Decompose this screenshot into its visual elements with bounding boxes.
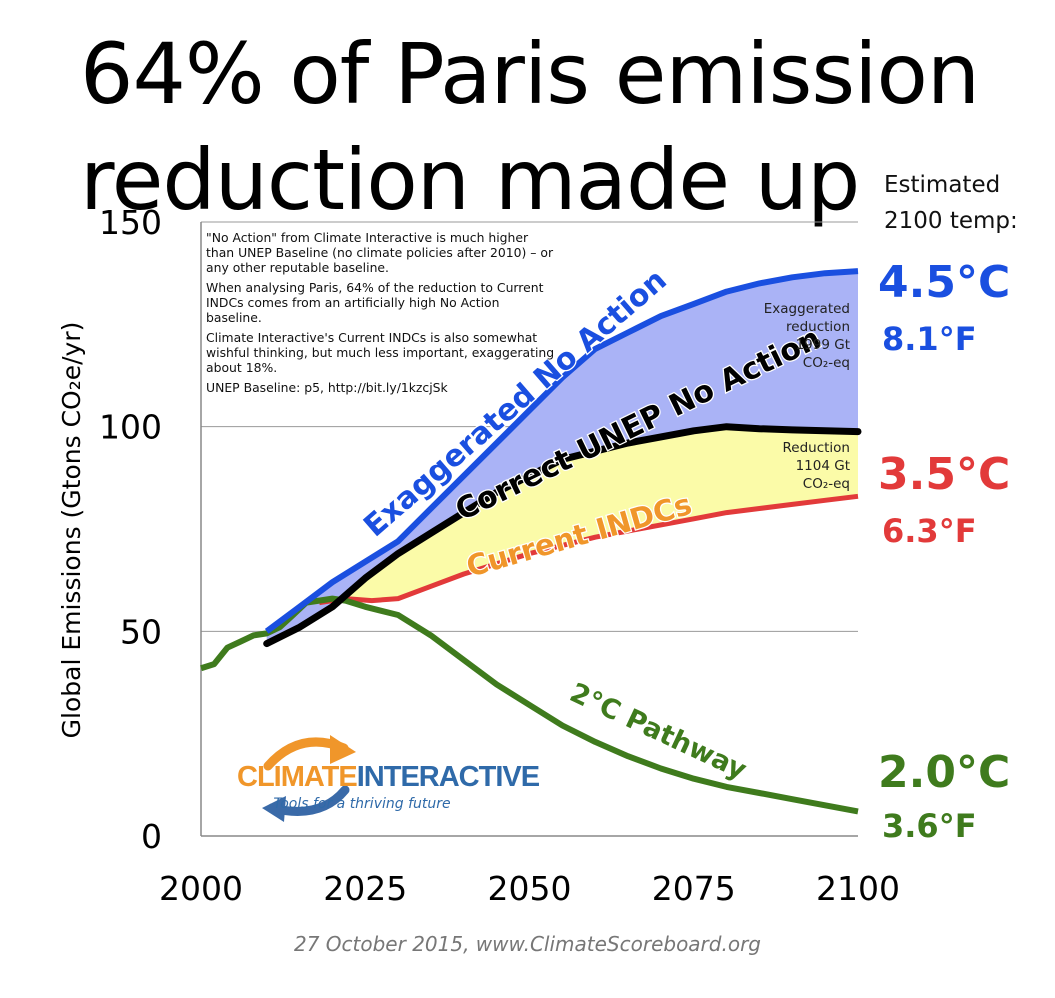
y-axis-label: Global Emissions (Gtons CO₂e/yr) [57,322,86,739]
y-tick-label-50: 50 [120,612,162,651]
x-tick-label-2075: 2075 [652,869,736,908]
series-current-indcs-line [318,493,859,606]
x-tick-label-2050: 2050 [488,869,572,908]
estimated-label-line-2: 2100 temp: [884,208,1018,234]
annotation-exaggerated-line-3: 1999 Gt [796,337,850,353]
logo-tagline: Tools for a thriving future [273,796,450,812]
logo-arrowhead-blue-icon [262,796,286,822]
temperature-celsius-3: 2.0°C [878,747,1010,798]
series-exaggerated-no-action-line [264,268,859,634]
logo-arrowhead-orange-icon [330,735,356,764]
annotation-reduction-line-3: CO₂-eq [803,476,850,492]
series-correct-unep-no-action-line [263,423,862,648]
temperature-fahrenheit-2: 6.3°F [882,512,977,550]
temperature-celsius-1: 4.5°C [878,257,1010,308]
annotation-exaggerated-line-2: reduction [786,319,850,335]
footer-credit: 27 October 2015, www.ClimateScoreboard.o… [293,932,761,956]
y-tick-label-150: 150 [99,203,162,242]
estimated-label-line-1: Estimated [884,172,1001,198]
logo-word-interactive: INTERACTIVE [357,761,540,793]
annotation-exaggerated-line-1: Exaggerated [764,301,850,317]
note-paragraph-1: "No Action" from Climate Interactive is … [206,230,554,275]
logo-wordmark: CLIMATEINTERACTIVE [237,761,540,793]
note-paragraph-4: UNEP Baseline: p5, http://bit.ly/1kzcjSk [206,380,448,395]
page-title-line-1: 64% of Paris emission [80,25,980,123]
x-tick-label-2025: 2025 [323,869,407,908]
x-tick-label-2100: 2100 [816,869,900,908]
temperature-fahrenheit-1: 8.1°F [882,320,977,358]
note-paragraph-2: When analysing Paris, 64% of the reducti… [206,280,544,325]
annotation-exaggerated-line-4: CO₂-eq [803,355,850,371]
y-tick-label-100: 100 [99,408,162,447]
annotation-reduction-line-2: 1104 Gt [796,458,850,474]
reduction-area [332,426,858,607]
logo-word-climate: CLIMATE [237,761,357,793]
notes-box: "No Action" from Climate Interactive is … [206,230,556,400]
note-paragraph-3: Climate Interactive's Current INDCs is a… [206,330,555,375]
temperature-celsius-2: 3.5°C [878,449,1010,500]
annotation-reduction-line-1: Reduction [783,440,851,456]
page-title-line-2: reduction made up [80,131,860,229]
y-tick-label-0: 0 [141,817,162,856]
temperature-fahrenheit-3: 3.6°F [882,807,977,845]
series-2c-pathway-line [200,595,859,815]
x-tick-label-2000: 2000 [159,869,243,908]
